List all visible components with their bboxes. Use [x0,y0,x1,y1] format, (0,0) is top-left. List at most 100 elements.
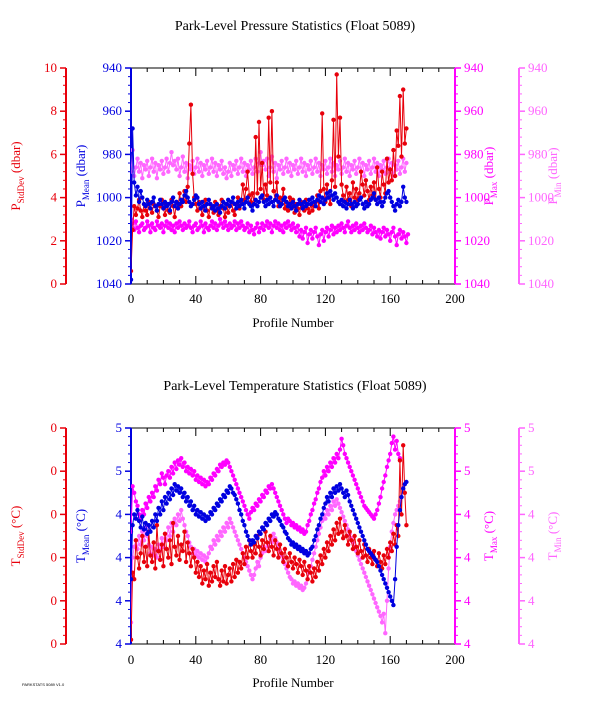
y-axis-label: TMin (°C) [545,512,563,561]
data-point-mean [323,501,328,506]
data-point-max [198,219,203,224]
data-point-min [235,171,241,176]
data-point-stddev [381,553,386,558]
data-point-stddev [193,570,198,575]
data-point-min [384,598,390,603]
data-point-max [237,225,242,230]
data-point-mean [402,195,407,200]
data-point-min [227,516,232,521]
data-point-min [315,169,320,174]
data-point-min [138,160,143,166]
data-point-min [170,163,176,168]
data-point-mean [232,492,237,498]
data-point-mean [315,527,320,532]
data-point-mean [388,594,393,599]
data-point-max [332,460,338,465]
data-point-mean [188,499,194,504]
data-point-max [324,225,330,230]
data-point-mean [145,197,150,202]
data-point-mean [271,204,276,209]
data-point-max [251,507,257,513]
data-point-max [310,507,315,513]
data-point-mean [349,503,354,508]
data-point-mean [384,585,390,590]
data-point-max [232,477,237,482]
data-point-mean [389,598,394,603]
data-point-mean [177,201,182,207]
data-point-max [149,490,155,495]
data-point-min [204,555,210,560]
data-point-mean [143,204,148,209]
data-point-mean [292,204,297,209]
data-point-stddev [217,583,223,588]
data-point-mean [341,490,346,495]
data-point-min [250,577,255,582]
data-point-max [201,477,207,482]
y-tick-label: 4 [116,550,123,565]
data-point-stddev [143,208,148,213]
x-tick-label: 80 [254,652,267,667]
data-point-max [300,236,305,241]
data-point-mean [370,195,375,200]
data-point-stddev [219,568,224,573]
data-point-min [196,555,202,560]
data-point-mean [182,193,187,198]
data-point-stddev [149,559,155,565]
data-point-stddev [360,555,365,560]
data-point-max [326,469,331,474]
data-point-mean [289,206,294,211]
data-point-mean [193,512,198,517]
data-point-max [295,223,301,228]
data-point-mean [187,503,192,508]
y-tick-label: 940 [103,60,123,75]
data-point-min [300,169,305,174]
data-point-max [258,499,263,504]
data-point-max [357,490,362,495]
data-point-max [260,221,265,226]
data-point-mean [302,199,307,205]
data-point-stddev [331,527,336,532]
data-point-max [214,227,220,233]
data-point-mean [258,531,263,536]
data-point-stddev [214,559,220,565]
data-point-max [334,451,339,457]
data-point-max [161,475,166,480]
data-point-max [208,223,213,228]
data-point-mean [362,206,367,211]
data-point-stddev [182,529,187,534]
data-point-max [360,227,365,233]
data-point-max [131,217,134,222]
data-point-max [373,230,378,235]
data-point-max [203,221,208,226]
data-point-mean [332,191,338,196]
data-point-max [226,460,231,465]
data-point-stddev [138,208,143,213]
data-point-stddev [287,551,292,556]
y-tick-label: 10 [44,60,57,75]
data-point-min [336,167,341,172]
data-point-min [295,171,301,176]
data-point-min [198,160,203,166]
data-point-min [279,158,284,164]
data-point-max [342,451,347,457]
data-point-min [302,160,307,166]
chart-title: Park-Level Temperature Statistics (Float… [163,379,426,394]
data-point-min [313,544,318,549]
data-point-stddev [352,533,357,539]
data-point-max [396,232,401,237]
data-point-min [383,631,388,636]
data-point-min [201,163,207,168]
data-point-min [172,516,177,521]
data-point-max [159,471,164,476]
data-point-max [290,520,296,526]
data-point-mean [318,199,323,205]
y-tick-label: 960 [528,103,548,118]
data-point-max [308,227,313,233]
data-point-mean [350,507,356,513]
data-point-min [226,525,231,530]
data-point-max [200,223,205,228]
data-point-max [394,438,399,444]
data-point-max [169,227,174,233]
data-point-mean [149,199,155,205]
data-point-stddev [183,559,189,565]
